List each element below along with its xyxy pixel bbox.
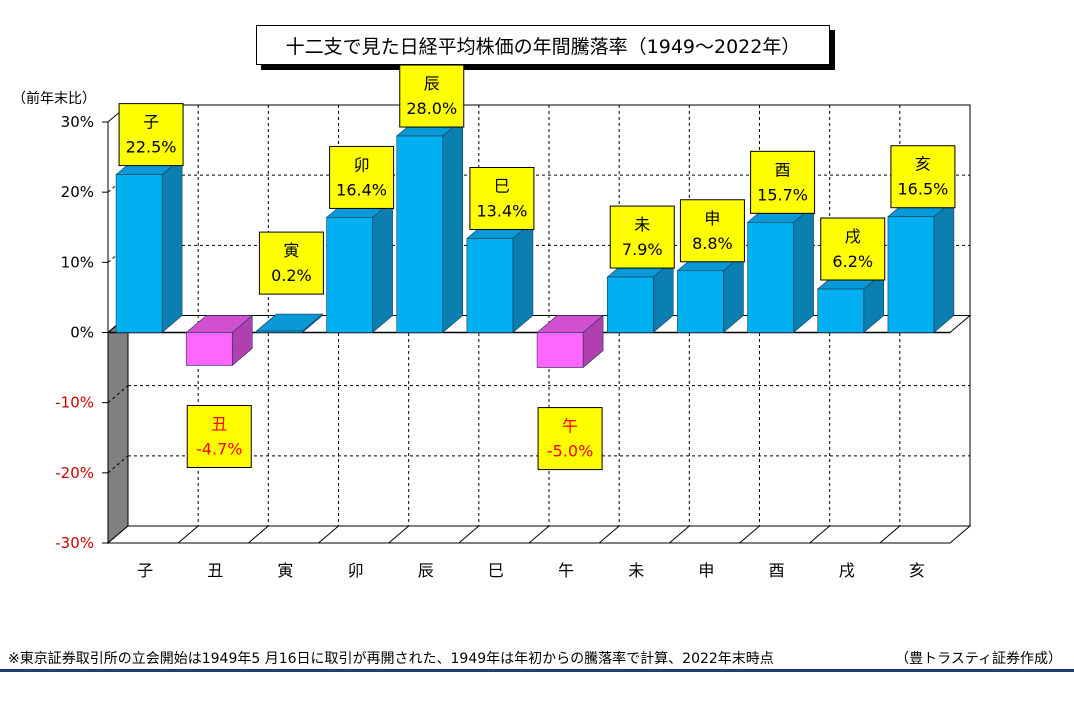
svg-text:8.8%: 8.8% — [692, 234, 733, 253]
y-tick-label: 0% — [70, 324, 94, 342]
svg-text:辰: 辰 — [424, 74, 440, 93]
credit-note: （豊トラスティ証券作成） — [895, 651, 1062, 667]
svg-text:16.4%: 16.4% — [336, 180, 387, 199]
gridline-side — [107, 455, 129, 474]
y-tick-label: 20% — [61, 183, 94, 201]
x-tick-label: 戌 — [839, 561, 855, 580]
y-tick-label: -30% — [55, 534, 94, 552]
bar — [395, 118, 464, 334]
svg-text:申: 申 — [704, 209, 720, 228]
svg-text:7.9%: 7.9% — [622, 240, 663, 259]
y-tick-label: -10% — [55, 394, 94, 412]
data-label: 卯 16.4% — [329, 145, 395, 209]
data-label: 未 7.9% — [609, 205, 675, 269]
bar — [325, 199, 394, 334]
floor-tick — [669, 525, 690, 544]
floor-tick — [879, 525, 901, 544]
x-tick-label: 酉 — [769, 561, 785, 580]
x-tick-label: 辰 — [418, 561, 434, 580]
x-tick-label: 午 — [558, 561, 574, 580]
footnote: ※東京証券取引所の立会開始は1949年5 月16日に取引が再開された、1949年… — [8, 651, 774, 667]
svg-text:-4.7%: -4.7% — [196, 439, 242, 458]
floor-tick — [809, 525, 830, 544]
svg-text:22.5%: 22.5% — [126, 138, 177, 157]
floor-tick — [248, 525, 269, 544]
bar — [255, 313, 324, 334]
bar — [466, 220, 534, 334]
svg-text:巳: 巳 — [494, 176, 510, 195]
y-tick-label: -20% — [55, 464, 94, 482]
svg-text:未: 未 — [634, 215, 650, 234]
svg-text:-5.0%: -5.0% — [547, 442, 593, 461]
bar — [887, 199, 955, 334]
bar — [536, 314, 604, 369]
chart-title: 十二支で見た日経平均株価の年間騰落率（1949～2022年） — [256, 25, 830, 65]
data-label: 酉 15.7% — [750, 150, 816, 214]
floor-tick — [318, 525, 339, 544]
svg-text:亥: 亥 — [915, 155, 931, 174]
floor-tick — [598, 525, 620, 544]
floor-tick — [177, 525, 199, 544]
svg-text:0.2%: 0.2% — [271, 266, 312, 285]
svg-text:丑: 丑 — [211, 414, 227, 433]
svg-text:戌: 戌 — [845, 227, 861, 246]
bar — [115, 156, 183, 334]
data-label: 午 -5.0% — [537, 407, 603, 471]
x-tick-label: 子 — [137, 561, 153, 580]
data-label: 亥 16.5% — [890, 145, 956, 209]
data-label: 巳 13.4% — [469, 166, 535, 230]
floor-tick — [739, 525, 760, 544]
y-tick-label: 30% — [61, 113, 94, 131]
floor-tick — [528, 525, 550, 544]
svg-text:午: 午 — [562, 417, 578, 436]
bar — [746, 204, 815, 334]
data-label: 丑 -4.7% — [186, 404, 252, 468]
gridline-side — [107, 385, 129, 404]
svg-text:子: 子 — [143, 113, 159, 132]
data-label: 辰 28.0% — [399, 64, 465, 128]
floor-tick — [388, 525, 409, 544]
svg-text:15.7%: 15.7% — [757, 185, 808, 204]
svg-text:16.5%: 16.5% — [898, 180, 949, 199]
svg-text:28.0%: 28.0% — [406, 99, 457, 118]
bottom-rule — [0, 669, 1074, 672]
svg-text:13.4%: 13.4% — [477, 201, 528, 220]
svg-text:卯: 卯 — [354, 155, 370, 174]
svg-text:6.2%: 6.2% — [832, 252, 873, 271]
svg-text:寅: 寅 — [283, 241, 299, 260]
data-label: 寅 0.2% — [258, 231, 324, 295]
data-label: 子 22.5% — [118, 103, 184, 167]
data-label: 申 8.8% — [679, 199, 745, 263]
x-tick-label: 未 — [628, 561, 644, 580]
x-tick-label: 寅 — [277, 561, 293, 580]
bar — [185, 314, 254, 367]
data-label: 戌 6.2% — [820, 217, 886, 281]
bar — [816, 271, 885, 334]
svg-text:酉: 酉 — [775, 160, 791, 179]
x-tick-label: 卯 — [348, 561, 364, 580]
x-tick-label: 申 — [698, 561, 714, 580]
floor-tick — [458, 525, 480, 544]
x-tick-label: 巳 — [488, 561, 504, 580]
bar — [606, 259, 675, 334]
bar — [676, 253, 745, 334]
x-tick-label: 亥 — [909, 561, 925, 580]
x-tick-label: 丑 — [207, 561, 223, 580]
y-axis-unit-label: （前年末比） — [12, 91, 96, 107]
y-tick-label: 10% — [61, 253, 94, 271]
left-wall-shade — [107, 314, 129, 545]
